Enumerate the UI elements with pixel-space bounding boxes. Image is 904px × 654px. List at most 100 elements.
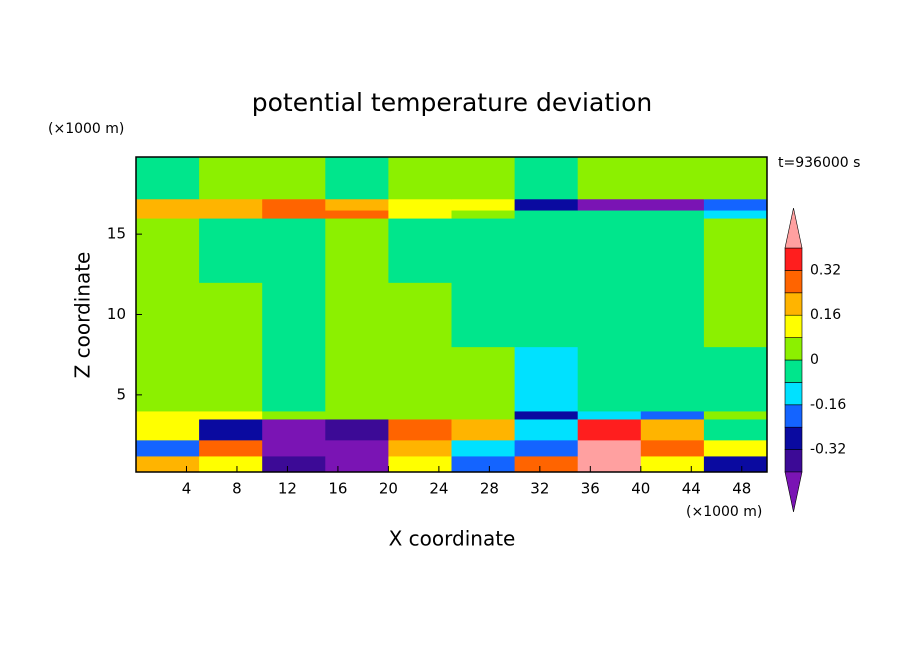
field-cell bbox=[262, 410, 326, 420]
colorbar-segment bbox=[784, 270, 803, 294]
field-cell bbox=[577, 282, 642, 348]
colorbar-label: 0.16 bbox=[810, 307, 841, 323]
field-cell bbox=[577, 210, 642, 219]
field-cell bbox=[577, 218, 642, 283]
field-cell bbox=[262, 282, 326, 348]
x-tick-label: 40 bbox=[631, 480, 650, 498]
colorbar-label: -0.32 bbox=[810, 442, 846, 458]
field-cell bbox=[199, 418, 263, 441]
field-cell bbox=[199, 210, 263, 219]
field-cell bbox=[388, 218, 452, 283]
colorbar-segment bbox=[784, 337, 803, 361]
field-cell bbox=[640, 418, 705, 441]
field-cell bbox=[325, 418, 389, 441]
field-cell bbox=[451, 439, 516, 457]
field-cell bbox=[325, 282, 389, 348]
field-cell bbox=[640, 210, 705, 219]
field-cell bbox=[514, 346, 579, 412]
colorbar-segment bbox=[784, 314, 803, 338]
x-tick-label: 16 bbox=[328, 480, 347, 498]
colorbar-segment bbox=[784, 359, 803, 383]
field-cell bbox=[199, 410, 263, 420]
field-cell bbox=[388, 346, 452, 412]
colorbar-segment bbox=[784, 449, 803, 473]
field-cell bbox=[136, 218, 200, 283]
field-cell bbox=[262, 218, 326, 283]
colorbar-segment bbox=[784, 247, 803, 271]
field-cell bbox=[199, 198, 263, 211]
field-cell bbox=[136, 157, 200, 200]
field-cell bbox=[577, 346, 642, 412]
field-cell bbox=[640, 410, 705, 420]
chart-title: potential temperature deviation bbox=[252, 88, 652, 117]
field-cell bbox=[451, 418, 516, 441]
field-cell bbox=[514, 455, 579, 473]
field-cell bbox=[640, 346, 705, 412]
field-cell bbox=[577, 157, 642, 200]
field-cell bbox=[451, 455, 516, 473]
field-cell bbox=[451, 346, 516, 412]
colorbar-segment bbox=[784, 404, 803, 428]
field-cell bbox=[199, 439, 263, 457]
field-cell bbox=[199, 455, 263, 473]
field-cell bbox=[136, 455, 200, 473]
field-cell bbox=[640, 282, 705, 348]
x-tick-label: 36 bbox=[581, 480, 600, 498]
field-cell bbox=[514, 439, 579, 457]
field-cell bbox=[388, 410, 452, 420]
field-cell bbox=[514, 418, 579, 441]
field-cell bbox=[136, 210, 200, 219]
field-cell bbox=[136, 198, 200, 211]
y-tick-label: 10 bbox=[107, 305, 126, 323]
field-cell bbox=[514, 210, 579, 219]
x-tick-label: 32 bbox=[530, 480, 549, 498]
field-cell bbox=[640, 157, 705, 200]
field-cell bbox=[703, 439, 768, 457]
field-cell bbox=[703, 410, 768, 420]
colorbar-segment bbox=[784, 292, 803, 316]
field-cell bbox=[262, 418, 326, 441]
field-cell bbox=[262, 455, 326, 473]
field-cell bbox=[136, 410, 200, 420]
field-cell bbox=[325, 346, 389, 412]
field-cell bbox=[199, 157, 263, 200]
field-cell bbox=[577, 198, 642, 211]
colorbar-label: 0.32 bbox=[810, 262, 841, 278]
x-tick-label: 8 bbox=[232, 480, 242, 498]
field-cell bbox=[703, 198, 768, 211]
field-cell bbox=[640, 439, 705, 457]
field-cell bbox=[640, 218, 705, 283]
field-cell bbox=[388, 198, 452, 211]
field-cell bbox=[262, 346, 326, 412]
field-cell bbox=[514, 157, 579, 200]
field-cell bbox=[703, 282, 768, 348]
field-cell bbox=[262, 439, 326, 457]
field-cell bbox=[199, 282, 263, 348]
field-cell bbox=[262, 157, 326, 200]
y-unit: (×1000 m) bbox=[48, 121, 124, 137]
y-axis-title: Z coordinate bbox=[71, 252, 95, 379]
x-axis-title: X coordinate bbox=[389, 527, 516, 551]
field-cell bbox=[640, 198, 705, 211]
field-cell bbox=[451, 157, 516, 200]
field-cell bbox=[703, 418, 768, 441]
field-cell bbox=[703, 218, 768, 283]
colorbar-low bbox=[784, 471, 803, 513]
y-tick-label: 15 bbox=[107, 225, 126, 243]
field-cell bbox=[325, 157, 389, 200]
colorbar-label: 0 bbox=[810, 352, 819, 368]
field-cell bbox=[388, 210, 452, 219]
x-tick-label: 48 bbox=[732, 480, 751, 498]
field-cell bbox=[577, 455, 642, 473]
colorbar-segment bbox=[784, 426, 803, 450]
x-tick-label: 44 bbox=[682, 480, 701, 498]
field-cell bbox=[640, 455, 705, 473]
field-cell bbox=[136, 282, 200, 348]
field-cell bbox=[388, 418, 452, 441]
x-tick-label: 12 bbox=[278, 480, 297, 498]
field-cell bbox=[388, 282, 452, 348]
field-cell bbox=[451, 198, 516, 211]
colorbar-label: -0.16 bbox=[810, 397, 846, 413]
